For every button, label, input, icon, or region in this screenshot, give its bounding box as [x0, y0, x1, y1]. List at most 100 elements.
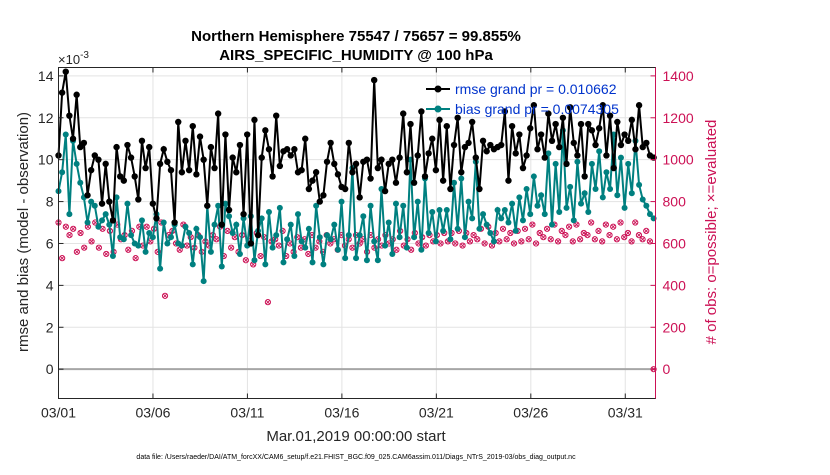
rmse-marker	[389, 156, 396, 163]
obs-evaluated-marker	[125, 247, 131, 253]
bias-marker	[509, 200, 516, 207]
bias-marker	[186, 230, 193, 236]
rmse-marker	[124, 141, 131, 149]
bias-marker	[578, 200, 585, 207]
rmse-marker	[403, 169, 411, 176]
bias-marker	[334, 246, 341, 253]
bias-marker	[367, 202, 374, 209]
obs-evaluated-marker	[614, 236, 620, 242]
bias-marker	[142, 248, 149, 255]
rmse-marker	[545, 110, 552, 117]
bias-marker	[262, 261, 269, 268]
rmse-marker	[537, 131, 545, 138]
bias-marker	[567, 183, 574, 190]
bias-marker	[392, 200, 399, 207]
y-right-tick-label: 0	[663, 361, 671, 377]
obs-possible-marker	[591, 236, 598, 243]
rmse-marker	[204, 202, 211, 209]
bias-marker	[363, 257, 370, 264]
bias-marker	[451, 179, 458, 186]
bias-marker	[480, 211, 487, 218]
obs-possible-marker	[628, 238, 635, 245]
obs-evaluated-marker	[610, 224, 616, 230]
bias-marker	[269, 244, 276, 251]
rmse-marker	[331, 160, 338, 168]
bias-marker	[233, 221, 240, 228]
obs-possible-marker	[213, 236, 220, 243]
obs-evaluated-marker	[500, 226, 506, 232]
bias-marker	[222, 200, 229, 207]
obs-possible-marker	[481, 240, 488, 247]
obs-evaluated-marker	[394, 247, 399, 253]
bias-marker	[102, 211, 109, 218]
rmse-marker	[156, 160, 164, 168]
obs-possible-marker	[632, 219, 639, 226]
obs-evaluated-marker	[563, 232, 568, 238]
bias-marker	[625, 160, 632, 167]
rmse-series-layer	[55, 68, 657, 247]
rmse-marker	[385, 160, 392, 168]
rmse-marker	[276, 162, 284, 170]
rmse-marker	[588, 127, 596, 134]
rmse-marker	[592, 141, 599, 149]
obs-possible-marker	[569, 238, 576, 245]
obs-evaluated-marker	[522, 226, 528, 232]
obs-possible-marker	[547, 236, 554, 243]
bias-marker	[585, 209, 592, 216]
bias-marker	[200, 278, 207, 285]
rmse-marker	[171, 219, 178, 226]
obs-evaluated-marker	[59, 255, 65, 261]
rmse-marker	[341, 185, 349, 193]
rmse-marker	[443, 122, 450, 130]
legend-rmse-label: rmse grand pr = 0.010662	[455, 81, 617, 97]
y-right-tick-label: 800	[663, 194, 687, 210]
bias-marker	[563, 204, 570, 211]
bias-marker	[251, 257, 258, 264]
rmse-marker	[421, 173, 429, 180]
obs-evaluated-marker	[559, 228, 565, 234]
obs-evaluated-marker	[89, 239, 94, 244]
rmse-marker	[200, 156, 207, 163]
rmse-marker	[229, 154, 236, 161]
bias-marker	[313, 202, 320, 209]
bias-marker	[345, 232, 352, 239]
bias-marker	[458, 175, 465, 182]
obs-possible-marker	[279, 227, 286, 235]
obs-possible-marker	[161, 292, 169, 299]
rmse-marker	[374, 164, 382, 172]
bias-marker	[327, 236, 334, 243]
bias-marker	[106, 221, 113, 228]
bias-marker	[512, 227, 519, 234]
bias-marker	[530, 173, 537, 180]
rmse-marker	[273, 112, 280, 119]
obs-evaluated-marker	[225, 228, 230, 234]
bias-marker	[146, 230, 153, 236]
obs-evaluated-marker	[471, 232, 476, 238]
bias-marker	[309, 259, 316, 266]
bias-marker	[66, 211, 73, 218]
rmse-marker	[109, 217, 117, 224]
rmse-marker	[262, 127, 269, 134]
rmse-marker	[439, 177, 447, 184]
obs-possible-marker	[103, 250, 110, 258]
bias-marker	[599, 194, 606, 201]
bias-marker	[628, 190, 635, 197]
obs-evaluated-marker	[566, 224, 572, 230]
x-tick-label: 03/31	[608, 405, 643, 421]
rmse-marker	[298, 166, 305, 174]
rmse-marker	[320, 192, 327, 199]
rmse-marker	[595, 125, 603, 132]
bias-marker	[418, 246, 425, 253]
obs-evaluated-marker	[103, 251, 109, 257]
obs-evaluated-marker	[526, 236, 532, 242]
bias-marker	[211, 221, 218, 228]
bias-marker	[505, 219, 512, 226]
obs-possible-marker	[558, 227, 565, 235]
bias-marker	[432, 238, 439, 245]
y-right-tick-label: 400	[663, 277, 687, 293]
obs-possible-marker	[510, 240, 518, 247]
rmse-marker	[479, 137, 487, 145]
bias-marker	[396, 234, 403, 241]
rmse-marker	[436, 116, 443, 124]
obs-possible-marker	[154, 248, 161, 255]
